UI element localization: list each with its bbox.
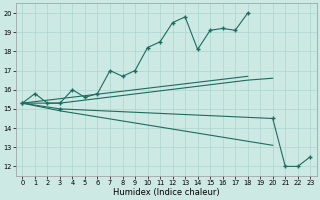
X-axis label: Humidex (Indice chaleur): Humidex (Indice chaleur) bbox=[113, 188, 220, 197]
